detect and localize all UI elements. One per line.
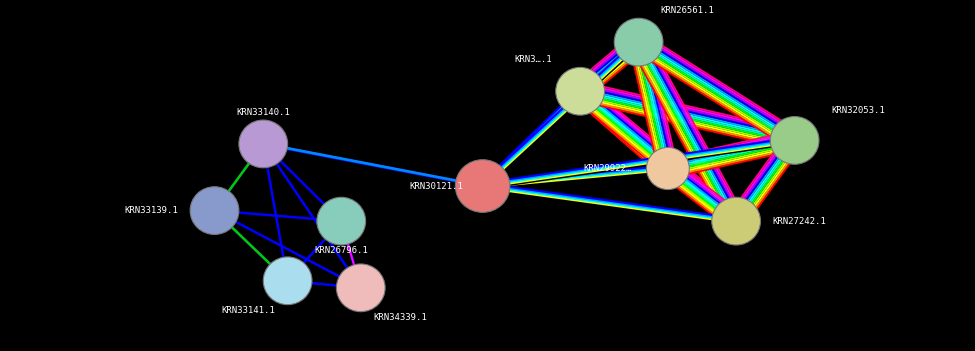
Text: KRN33139.1: KRN33139.1 <box>124 206 178 215</box>
Text: KRN32053.1: KRN32053.1 <box>831 106 885 115</box>
Text: KRN26561.1: KRN26561.1 <box>660 6 715 15</box>
Ellipse shape <box>770 117 819 164</box>
Text: KRN27242.1: KRN27242.1 <box>772 217 827 226</box>
Text: KRN33140.1: KRN33140.1 <box>236 108 291 117</box>
Ellipse shape <box>455 160 510 212</box>
Text: KRN30121.1: KRN30121.1 <box>409 181 463 191</box>
Ellipse shape <box>556 67 604 115</box>
Ellipse shape <box>317 197 366 245</box>
Text: KRN34339.1: KRN34339.1 <box>372 313 427 322</box>
Ellipse shape <box>190 187 239 234</box>
Ellipse shape <box>646 147 689 190</box>
Text: KRN33141.1: KRN33141.1 <box>221 306 276 315</box>
Ellipse shape <box>263 257 312 305</box>
Ellipse shape <box>239 120 288 168</box>
Text: KRN29922…: KRN29922… <box>583 164 632 173</box>
Ellipse shape <box>614 18 663 66</box>
Text: KRN3….1: KRN3….1 <box>515 55 552 64</box>
Ellipse shape <box>712 197 760 245</box>
Text: KRN26796.1: KRN26796.1 <box>314 246 369 256</box>
Ellipse shape <box>336 264 385 312</box>
